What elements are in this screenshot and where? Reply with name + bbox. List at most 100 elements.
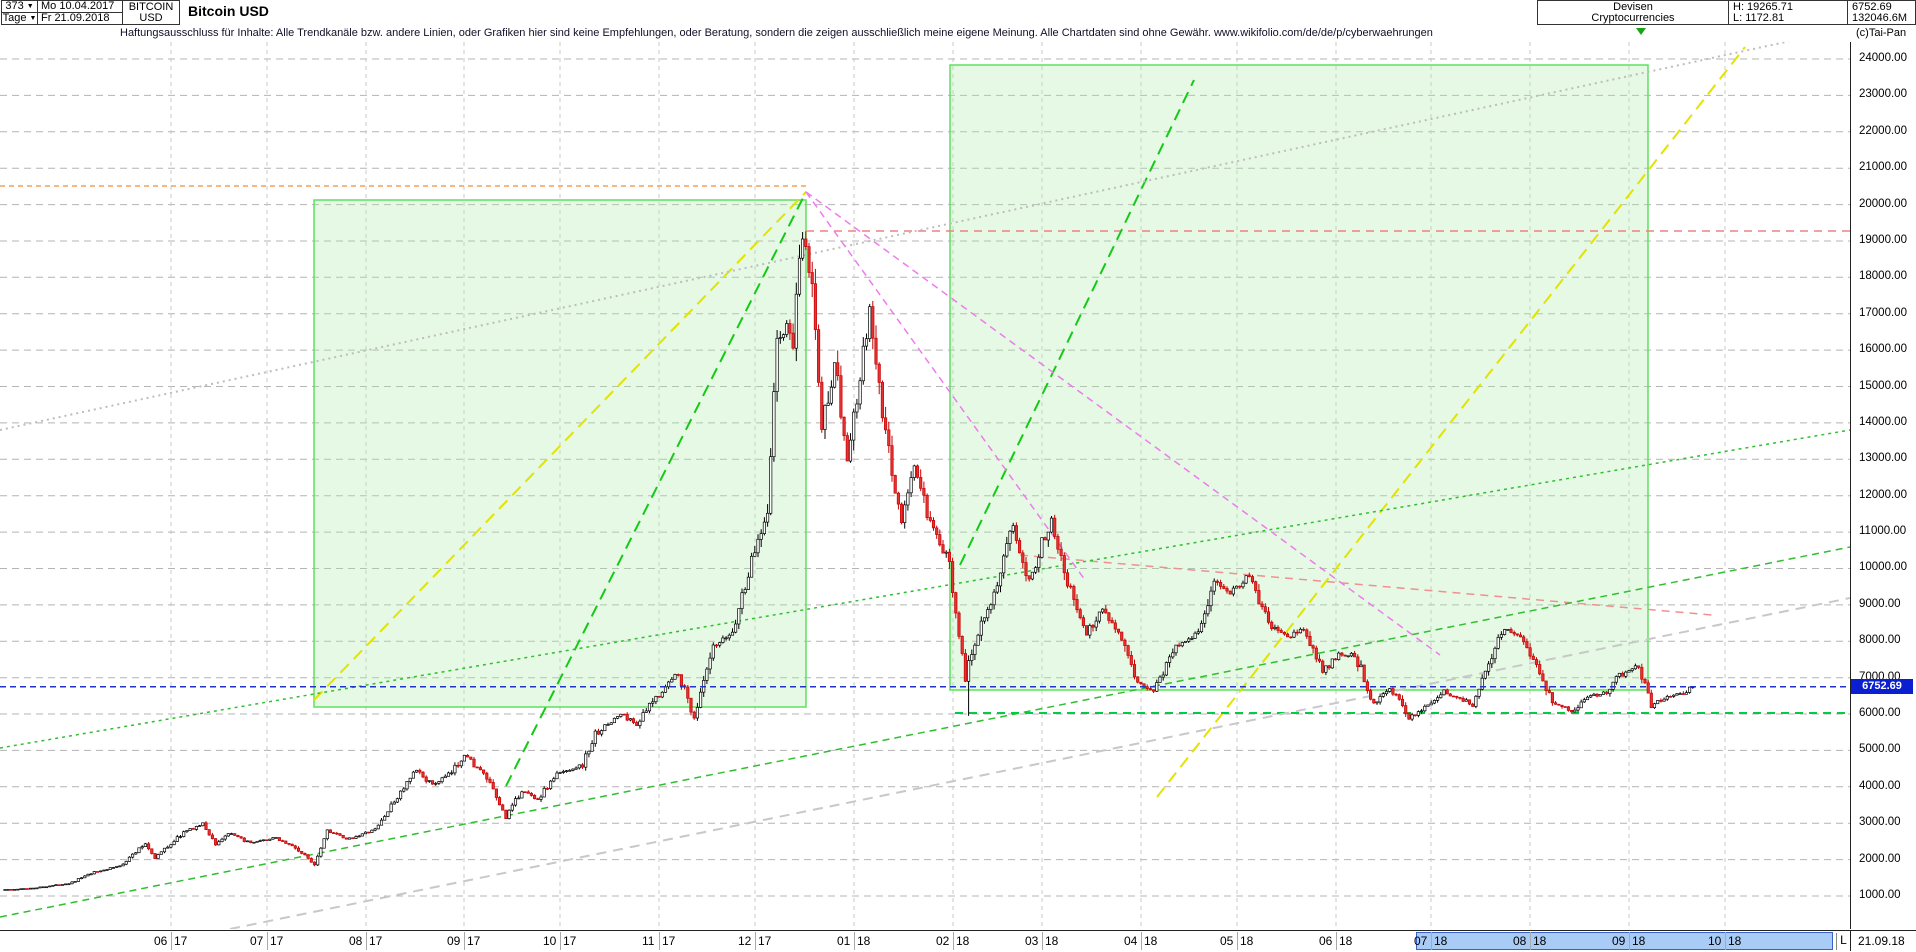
x-axis-year-label: 18 [1240, 934, 1254, 948]
x-axis-month-label: 09 [1612, 934, 1626, 948]
symbol-currency: USD [139, 11, 163, 24]
x-axis-year-label: 17 [662, 934, 676, 948]
price-axis-label: 19000.00 [1859, 234, 1907, 246]
bars-count-value: 373 [5, 0, 24, 12]
x-axis-year-label: 17 [467, 934, 481, 948]
x-axis-year-label: 18 [857, 934, 871, 948]
date-range-highlight [1416, 932, 1833, 950]
price-axis-label: 16000.00 [1859, 343, 1907, 355]
timeframe-dropdown[interactable]: Tage ▼ [1, 12, 38, 25]
x-axis-month-label: 02 [936, 934, 950, 948]
x-axis-month-label: 07 [1414, 934, 1428, 948]
price-axis-label: 22000.00 [1859, 125, 1907, 137]
price-axis-label: 18000.00 [1859, 270, 1907, 282]
month-tick [366, 932, 367, 950]
x-axis-month-label: 10 [543, 934, 557, 948]
price-axis-label: 14000.00 [1859, 416, 1907, 428]
x-axis-month-label: 09 [447, 934, 461, 948]
month-tick [953, 932, 954, 950]
x-axis-year-label: 18 [1144, 934, 1158, 948]
last-price-value: 6752.69 [1852, 0, 1892, 13]
price-axis-label: 4000.00 [1859, 780, 1901, 792]
month-tick [1629, 932, 1630, 950]
symbol-name: BITCOIN [128, 0, 174, 13]
price-axis-label: 11000.00 [1859, 525, 1907, 537]
last-bar-marker: L [1836, 933, 1850, 950]
month-tick [464, 932, 465, 950]
price-axis-label: 3000.00 [1859, 816, 1901, 828]
x-axis-month-label: 07 [250, 934, 264, 948]
price-axis-label: 2000.00 [1859, 853, 1901, 865]
category-cell: Devisen Cryptocurrencies [1537, 0, 1729, 25]
symbol-cell: BITCOIN USD [122, 0, 180, 25]
month-tick [1530, 932, 1531, 950]
date-to-field[interactable]: Fr 21.09.2018 [37, 12, 123, 25]
month-tick [560, 932, 561, 950]
x-axis-year-label: 18 [956, 934, 970, 948]
last-price-cell: 6752.69 132046.6M [1847, 0, 1916, 25]
chevron-down-icon: ▼ [26, 3, 34, 10]
chart-plot-area[interactable] [0, 27, 1851, 930]
price-axis-label: 15000.00 [1859, 380, 1907, 392]
candlestick-chart[interactable] [0, 27, 1851, 930]
drawing-anchor-triangle-icon[interactable] [1636, 28, 1646, 35]
page-title: Bitcoin USD [188, 3, 269, 19]
volume-value: 132046.6M [1852, 11, 1908, 24]
category-subgroup: Cryptocurrencies [1591, 11, 1675, 24]
price-axis-label: 5000.00 [1859, 743, 1901, 755]
x-axis-year-label: 17 [270, 934, 284, 948]
timeframe-value: Tage [2, 12, 27, 24]
x-axis-month-label: 04 [1124, 934, 1138, 948]
disclaimer-text: Haftungsausschluss für Inhalte: Alle Tre… [120, 27, 1433, 39]
price-axis-label: 8000.00 [1859, 634, 1901, 646]
x-axis-month-label: 08 [349, 934, 363, 948]
axis-corner-divider [1850, 930, 1851, 951]
month-tick [755, 932, 756, 950]
month-tick [1042, 932, 1043, 950]
month-tick [171, 932, 172, 950]
x-axis-month-label: 01 [837, 934, 851, 948]
x-axis-year-label: 18 [1339, 934, 1353, 948]
x-axis-year-label: 17 [758, 934, 772, 948]
month-tick [1237, 932, 1238, 950]
x-axis-month-label: 06 [1319, 934, 1333, 948]
x-axis-year-label: 18 [1045, 934, 1059, 948]
x-axis-year-label: 18 [1728, 934, 1742, 948]
price-axis-label: 9000.00 [1859, 598, 1901, 610]
price-axis[interactable]: 24000.00 23000.00 22000.00 21000.00 20000.00… [1850, 42, 1916, 929]
category-group: Devisen [1613, 0, 1653, 13]
period-low: L: 1172.81 [1733, 11, 1785, 24]
month-tick [1141, 932, 1142, 950]
price-axis-label: 1000.00 [1859, 889, 1901, 901]
price-axis-label: 10000.00 [1859, 561, 1907, 573]
month-tick [1725, 932, 1726, 950]
x-axis-month-label: 06 [154, 934, 168, 948]
month-tick [1431, 932, 1432, 950]
date-from-value: Mo 10.04.2017 [41, 0, 115, 12]
x-axis-year-label: 17 [563, 934, 577, 948]
chevron-down-icon: ▼ [29, 15, 37, 22]
price-axis-label: 13000.00 [1859, 452, 1907, 464]
date-to-value: Fr 21.09.2018 [41, 12, 110, 24]
last-bar-date: 21.09.18 [1858, 934, 1905, 948]
price-axis-label: 20000.00 [1859, 198, 1907, 210]
x-axis-year-label: 17 [174, 934, 188, 948]
x-axis-year-label: 18 [1533, 934, 1547, 948]
x-axis-month-label: 03 [1025, 934, 1039, 948]
month-tick [659, 932, 660, 950]
high-low-cell: H: 19265.71 L: 1172.81 [1728, 0, 1848, 25]
x-axis-month-label: 10 [1708, 934, 1722, 948]
month-tick [854, 932, 855, 950]
period-high: H: 19265.71 [1733, 0, 1793, 13]
x-axis-month-label: 08 [1513, 934, 1527, 948]
x-axis-year-label: 18 [1632, 934, 1646, 948]
x-axis-month-label: 05 [1220, 934, 1234, 948]
date-axis[interactable]: 06 17 07 17 08 17 09 17 10 17 11 17 12 17 01 18 02 18 03 18… [0, 930, 1916, 952]
x-axis-month-label: 12 [738, 934, 752, 948]
price-axis-label: 24000.00 [1859, 52, 1907, 64]
x-axis-month-label: 11 [642, 934, 655, 948]
last-price-tag: 6752.69 [1851, 679, 1913, 694]
taipan-watermark: (c)Tai-Pan [1856, 27, 1907, 39]
month-tick [267, 932, 268, 950]
